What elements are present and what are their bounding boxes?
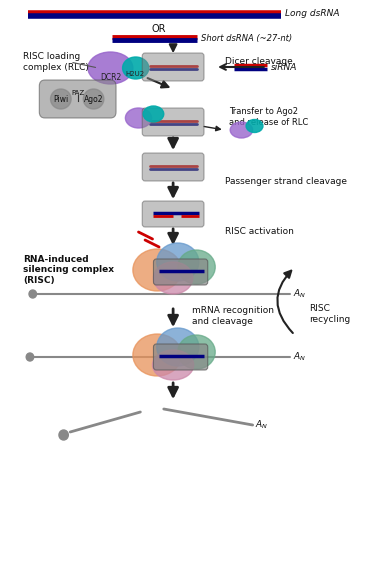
Text: Long dsRNA: Long dsRNA (286, 10, 340, 18)
FancyBboxPatch shape (142, 108, 204, 136)
Ellipse shape (133, 249, 182, 291)
Ellipse shape (51, 89, 71, 109)
Text: H2U2: H2U2 (125, 71, 144, 77)
Ellipse shape (230, 122, 252, 138)
Ellipse shape (59, 430, 68, 440)
Text: DCR2: DCR2 (100, 73, 121, 81)
FancyBboxPatch shape (142, 153, 204, 181)
Ellipse shape (153, 262, 193, 294)
Ellipse shape (126, 108, 152, 128)
FancyBboxPatch shape (142, 201, 204, 227)
Ellipse shape (83, 89, 104, 109)
Text: PAZ: PAZ (71, 90, 84, 96)
Text: Piwi: Piwi (53, 94, 69, 104)
Ellipse shape (178, 335, 215, 369)
Text: Ago2: Ago2 (84, 94, 103, 104)
Ellipse shape (153, 350, 194, 380)
Ellipse shape (178, 250, 215, 284)
FancyBboxPatch shape (153, 344, 208, 370)
Ellipse shape (157, 328, 199, 366)
Text: Transfer to Ago2
and release of RLC: Transfer to Ago2 and release of RLC (229, 108, 309, 127)
Text: $A_N$: $A_N$ (293, 288, 306, 300)
Text: Passenger strand cleavage: Passenger strand cleavage (225, 177, 346, 186)
Text: OR: OR (152, 24, 166, 34)
Ellipse shape (157, 243, 199, 281)
Text: siRNA: siRNA (271, 62, 298, 72)
Text: mRNA recognition
and cleavage: mRNA recognition and cleavage (192, 306, 274, 325)
Ellipse shape (123, 57, 149, 79)
Text: RISC
recycling: RISC recycling (309, 304, 350, 324)
Text: RNA-induced
silencing complex
(RISC): RNA-induced silencing complex (RISC) (23, 255, 115, 285)
Text: Short dsRNA (~27-nt): Short dsRNA (~27-nt) (201, 34, 292, 42)
FancyBboxPatch shape (153, 259, 208, 285)
FancyBboxPatch shape (39, 80, 116, 118)
Text: Dicer cleavage: Dicer cleavage (225, 57, 292, 66)
Ellipse shape (246, 120, 263, 133)
Ellipse shape (143, 106, 164, 122)
Text: $A_N$: $A_N$ (293, 351, 306, 363)
FancyBboxPatch shape (142, 53, 204, 81)
Text: RISC activation: RISC activation (225, 227, 294, 236)
Ellipse shape (26, 353, 34, 361)
Ellipse shape (88, 52, 133, 84)
Ellipse shape (133, 334, 182, 376)
Ellipse shape (29, 290, 36, 298)
Text: RISC loading
complex (RLC): RISC loading complex (RLC) (23, 52, 89, 72)
Text: $A_N$: $A_N$ (255, 419, 268, 431)
